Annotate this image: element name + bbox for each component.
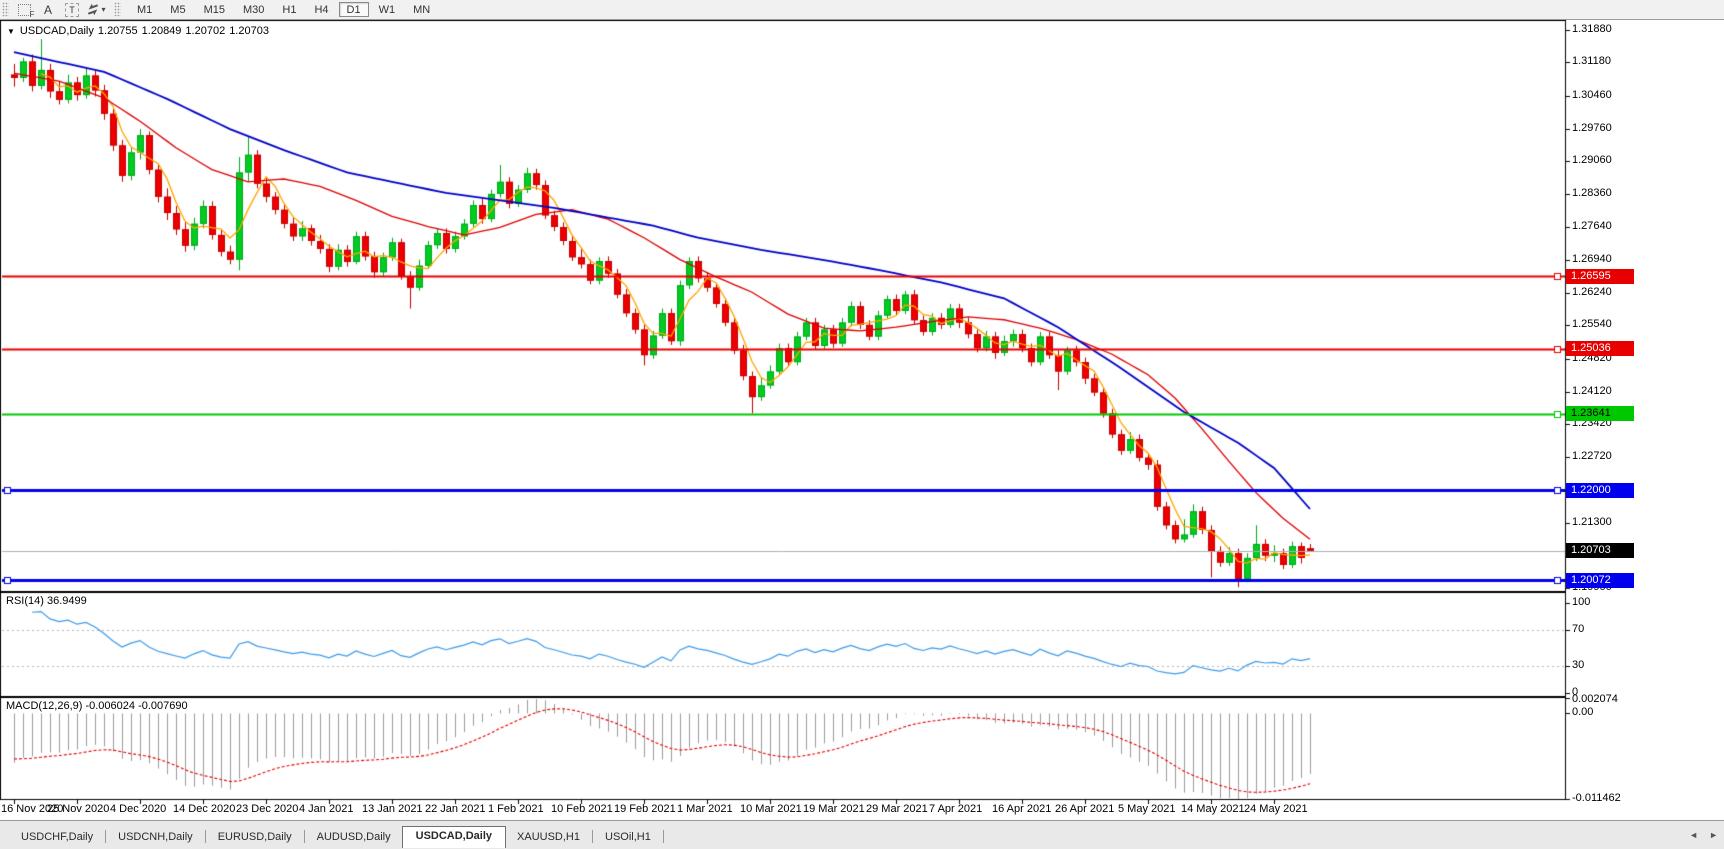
rsi-tick-label: 30 [1572,659,1585,671]
macd-tick-label: -0.011462 [1572,792,1621,804]
chart-tab-audusd[interactable]: AUDUSD,Daily [316,831,391,843]
date-tick-label: 1 Feb 2021 [488,803,544,815]
price-level-label: 1.20072 [1566,572,1634,588]
price-tick-label: 1.29760 [1572,121,1612,134]
tab-separator [303,830,305,843]
price-tick-label: 1.31880 [1572,22,1612,35]
price-tick-label: 1.24120 [1572,384,1612,397]
price-level-label: 1.25036 [1566,341,1634,357]
chart-open-value: 1.20755 [97,25,138,37]
tab-separator [662,830,664,843]
chart-symbol-period: USDCAD,Daily [19,25,94,37]
timeframe-button-w1[interactable]: W1 [371,2,404,17]
macd-tick-label: 0.002074 [1572,693,1618,705]
chart-tab-usdcad[interactable]: USDCAD,Daily [401,826,507,848]
date-tick-label: 4 Jan 2021 [299,803,354,815]
macd-tick-label: 0.00 [1572,706,1594,719]
rsi-indicator-label: RSI(14) 36.9499 [6,595,87,607]
timeframe-button-m15[interactable]: M15 [196,2,233,17]
timeframe-toolbar-drag-handle[interactable] [114,2,121,17]
price-level-label: 1.23641 [1566,406,1634,422]
price-tick-label: 1.22720 [1572,449,1612,462]
timeframe-button-h4[interactable]: H4 [306,2,336,17]
chart-close-value: 1.20703 [229,25,269,37]
chart-tab-usdcnh[interactable]: USDCNH,Daily [118,831,193,843]
chart-tab-bar: USDCHF,Daily USDCNH,Daily EURUSD,Daily AUDU… [0,820,1724,849]
price-tick-label: 1.26240 [1572,285,1612,298]
text-label-tool-icon[interactable]: A [36,1,60,18]
toolbar-drag-handle[interactable] [2,2,9,17]
tabs-scroll-left-icon[interactable]: ◄ [1689,830,1699,840]
chart-tab-usoil[interactable]: USOil,H1 [605,831,651,843]
chart-high-value: 1.20849 [141,25,182,37]
date-tick-label: 4 Dec 2020 [110,803,167,815]
timeframe-button-h1[interactable]: H1 [274,2,304,17]
date-tick-label: 29 Mar 2021 [866,803,928,815]
date-tick-label: 23 Dec 2020 [236,803,299,815]
price-tick-label: 1.21300 [1572,515,1612,528]
price-tick-label: 1.30460 [1572,89,1612,102]
timeframe-button-m30[interactable]: M30 [235,2,272,17]
chart-canvas[interactable] [0,20,1724,820]
timeframe-button-m5[interactable]: M5 [162,2,193,17]
timeframe-buttons-group: M1 M5 M15 M30 H1 H4 D1 W1 MN [128,2,439,17]
top-toolbar: F A T ▾ M1 M5 M15 M30 H1 H4 D1 W1 MN [0,0,1724,20]
chart-tab-eurusd[interactable]: EURUSD,Daily [217,831,292,843]
pattern-box-tool-icon[interactable]: F [12,1,36,19]
date-tick-label: 7 Apr 2021 [929,803,983,815]
date-tick-label: 5 May 2021 [1118,803,1176,815]
date-tick-label: 10 Mar 2021 [740,803,802,815]
date-tick-label: 26 Apr 2021 [1055,803,1115,815]
price-tick-label: 1.29060 [1572,154,1612,167]
price-tick-label: 1.27640 [1572,220,1612,233]
rsi-tick-label: 0 [1572,686,1579,698]
chart-title: ▼ USDCAD,Daily 1.20755 1.20849 1.20702 1.2070… [7,25,273,37]
tab-scroll-arrows: ◄ ► [1678,830,1718,840]
date-tick-label: 19 Feb 2021 [614,803,676,815]
price-tick-label: 1.31180 [1572,55,1611,68]
tab-separator [592,830,593,843]
date-tick-label: 1 Mar 2021 [677,803,733,815]
text-box-tool-icon[interactable]: T [60,1,84,18]
chart-tab-xauusd[interactable]: XAUUSD,H1 [517,831,580,843]
chart-low-value: 1.20702 [185,25,226,37]
date-tick-label: 16 Apr 2021 [992,803,1052,815]
date-tick-label: 14 Dec 2020 [173,803,236,815]
tab-separator [105,830,107,843]
price-level-label: 1.22000 [1566,482,1634,498]
date-tick-label: 22 Jan 2021 [425,803,486,815]
price-tick-label: 1.25540 [1572,318,1612,331]
date-tick-label: 25 Nov 2020 [47,803,110,815]
price-tick-label: 1.26940 [1572,253,1612,266]
tab-separator [204,830,206,843]
date-tick-label: 19 Mar 2021 [803,803,865,815]
arrow-style-tool-icon[interactable]: ▾ [84,1,108,18]
price-level-label: 1.26595 [1566,268,1634,284]
date-tick-label: 13 Jan 2021 [362,803,423,815]
tabs-scroll-right-icon[interactable]: ► [1709,830,1718,840]
drawing-tools-group: F A T ▾ [12,1,108,19]
timeframe-button-mn[interactable]: MN [405,2,438,17]
timeframe-button-d1[interactable]: D1 [338,2,369,17]
date-tick-label: 10 Feb 2021 [551,803,613,815]
date-tick-label: 14 May 2021 [1181,803,1245,815]
timeframe-button-m1[interactable]: M1 [129,2,160,17]
price-tick-label: 1.28360 [1572,186,1612,199]
macd-indicator-label: MACD(12,26,9) -0.006024 -0.007690 [6,700,188,712]
rsi-tick-label: 100 [1572,596,1591,608]
chart-tab-usdchf[interactable]: USDCHF,Daily [21,831,94,843]
price-level-label: 1.20703 [1566,543,1634,559]
collapse-triangle-icon[interactable]: ▼ [7,27,15,36]
date-tick-label: 24 May 2021 [1244,803,1308,815]
date-tick-label: 16 Nov 2020 [1,803,64,815]
rsi-tick-label: 70 [1572,623,1585,635]
chart-tabs: USDCHF,Daily USDCNH,Daily EURUSD,Daily AUDU… [10,825,665,848]
